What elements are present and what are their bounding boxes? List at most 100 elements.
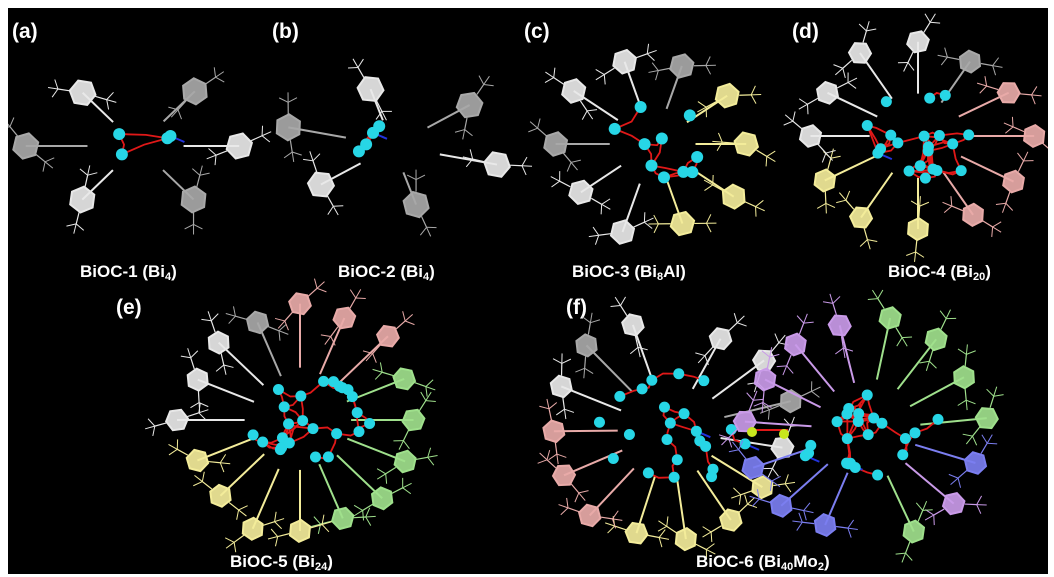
ligand-bond — [957, 348, 967, 355]
ligand-bond — [979, 85, 988, 94]
ligand-ring — [941, 491, 966, 516]
ligand-bond — [798, 322, 805, 335]
ligand-bond — [224, 537, 235, 543]
ligand-bond — [950, 196, 953, 207]
ligand-bond — [965, 435, 973, 445]
ligand-bond — [214, 155, 217, 166]
ligand-bond — [980, 442, 988, 454]
ligand-ring — [751, 475, 774, 500]
ligand-bond — [992, 65, 997, 76]
ligand-bond — [215, 364, 225, 372]
ligand-bond — [901, 337, 908, 347]
ligand-ring — [568, 179, 594, 206]
ligand-bond — [847, 82, 857, 89]
ligand-bond — [925, 361, 930, 371]
ligand-bond — [219, 462, 225, 473]
ligand-bond — [42, 161, 46, 172]
ligand-bond — [786, 365, 794, 374]
bismuth-atom — [803, 447, 815, 459]
bismuth-atom — [876, 417, 888, 429]
bismuth-atom — [861, 119, 873, 131]
ligand-bond — [274, 511, 277, 522]
bismuth-atom — [331, 428, 343, 440]
ligand-bond — [87, 172, 98, 176]
ligand-bond — [957, 399, 967, 406]
ligand-bond — [375, 111, 383, 120]
ligand-ring — [330, 506, 355, 531]
ligand-bond — [187, 412, 200, 418]
ligand-bond — [658, 537, 663, 548]
ligand-bond — [915, 502, 924, 511]
bismuth-atom — [645, 159, 658, 172]
ligand-bond — [843, 347, 854, 352]
ligand-bond — [352, 58, 359, 68]
ligand-ring — [375, 324, 400, 348]
ligand-bond — [906, 251, 916, 256]
ligand-bond — [261, 135, 271, 143]
ligand-bond — [776, 365, 787, 368]
ligand-bond — [548, 453, 558, 461]
ligand-bond — [198, 402, 201, 413]
ligand-bond — [564, 408, 575, 413]
ligand-bond — [562, 397, 566, 410]
caption-name: BiOC-1 — [80, 262, 138, 281]
ligand-bond — [228, 502, 239, 511]
ligand-bond — [761, 473, 773, 482]
ligand-bond — [704, 184, 714, 191]
ligand-bond — [902, 336, 913, 339]
bismuth-atom — [677, 165, 690, 178]
ligand-bond — [635, 53, 648, 59]
ligand-bond — [607, 525, 616, 534]
ligand-ring — [12, 132, 40, 160]
ligand-bond — [942, 201, 952, 207]
ligand-bond — [784, 474, 789, 484]
ligand-bond — [106, 99, 117, 103]
ligand-bond — [928, 349, 934, 362]
ligand-bond — [353, 516, 366, 519]
ligand-bond — [586, 110, 594, 120]
ligand-bond — [313, 516, 321, 525]
ligand-bond — [1002, 203, 1007, 213]
ligand-bond — [767, 468, 773, 478]
bioc-5-structure — [145, 278, 438, 553]
ligand-ring — [356, 76, 385, 102]
ligand-bond — [992, 221, 1002, 228]
ligand-bond — [746, 392, 754, 401]
ligand-bond — [219, 454, 227, 464]
ligand-bond — [765, 156, 768, 167]
ligand-bond — [420, 391, 427, 401]
ligand-bond — [415, 456, 428, 461]
ligand-bond — [79, 168, 88, 176]
ligand-bond — [284, 311, 294, 322]
ligand-bond — [1011, 116, 1014, 127]
bismuth-atom — [278, 401, 290, 413]
bismuth-atom — [309, 451, 321, 463]
ligand-bond — [235, 315, 248, 321]
ligand-bond — [943, 205, 953, 214]
ligand-bond — [464, 117, 468, 130]
ligand-bond — [770, 342, 780, 353]
ligand-bond — [644, 217, 654, 223]
ligand-bond — [637, 347, 641, 358]
ligand-bond — [291, 151, 295, 162]
ligand-bond — [697, 101, 707, 108]
ligand-bond — [415, 174, 426, 181]
bismuth-atom — [909, 427, 921, 439]
ligand-bond — [733, 487, 742, 496]
ligand-bond — [796, 315, 805, 324]
ligand-bond — [1019, 93, 1032, 96]
ligand-bond — [803, 321, 814, 324]
ligand-bond — [176, 448, 189, 456]
caption-bioc-5: BiOC-5 (Bi24) — [230, 552, 333, 573]
ligand-bond — [582, 316, 591, 324]
bismuth-atom — [322, 451, 334, 463]
ligand-bond — [372, 344, 382, 354]
ligand-bond — [847, 527, 852, 538]
ligand-bond — [612, 518, 623, 521]
ligand-bond — [560, 507, 569, 516]
ligand-bond — [655, 70, 659, 81]
ligand-bond — [223, 364, 227, 375]
ligand-bond — [215, 76, 225, 83]
ligand-bond — [705, 100, 717, 108]
ligand-bond — [877, 298, 885, 310]
